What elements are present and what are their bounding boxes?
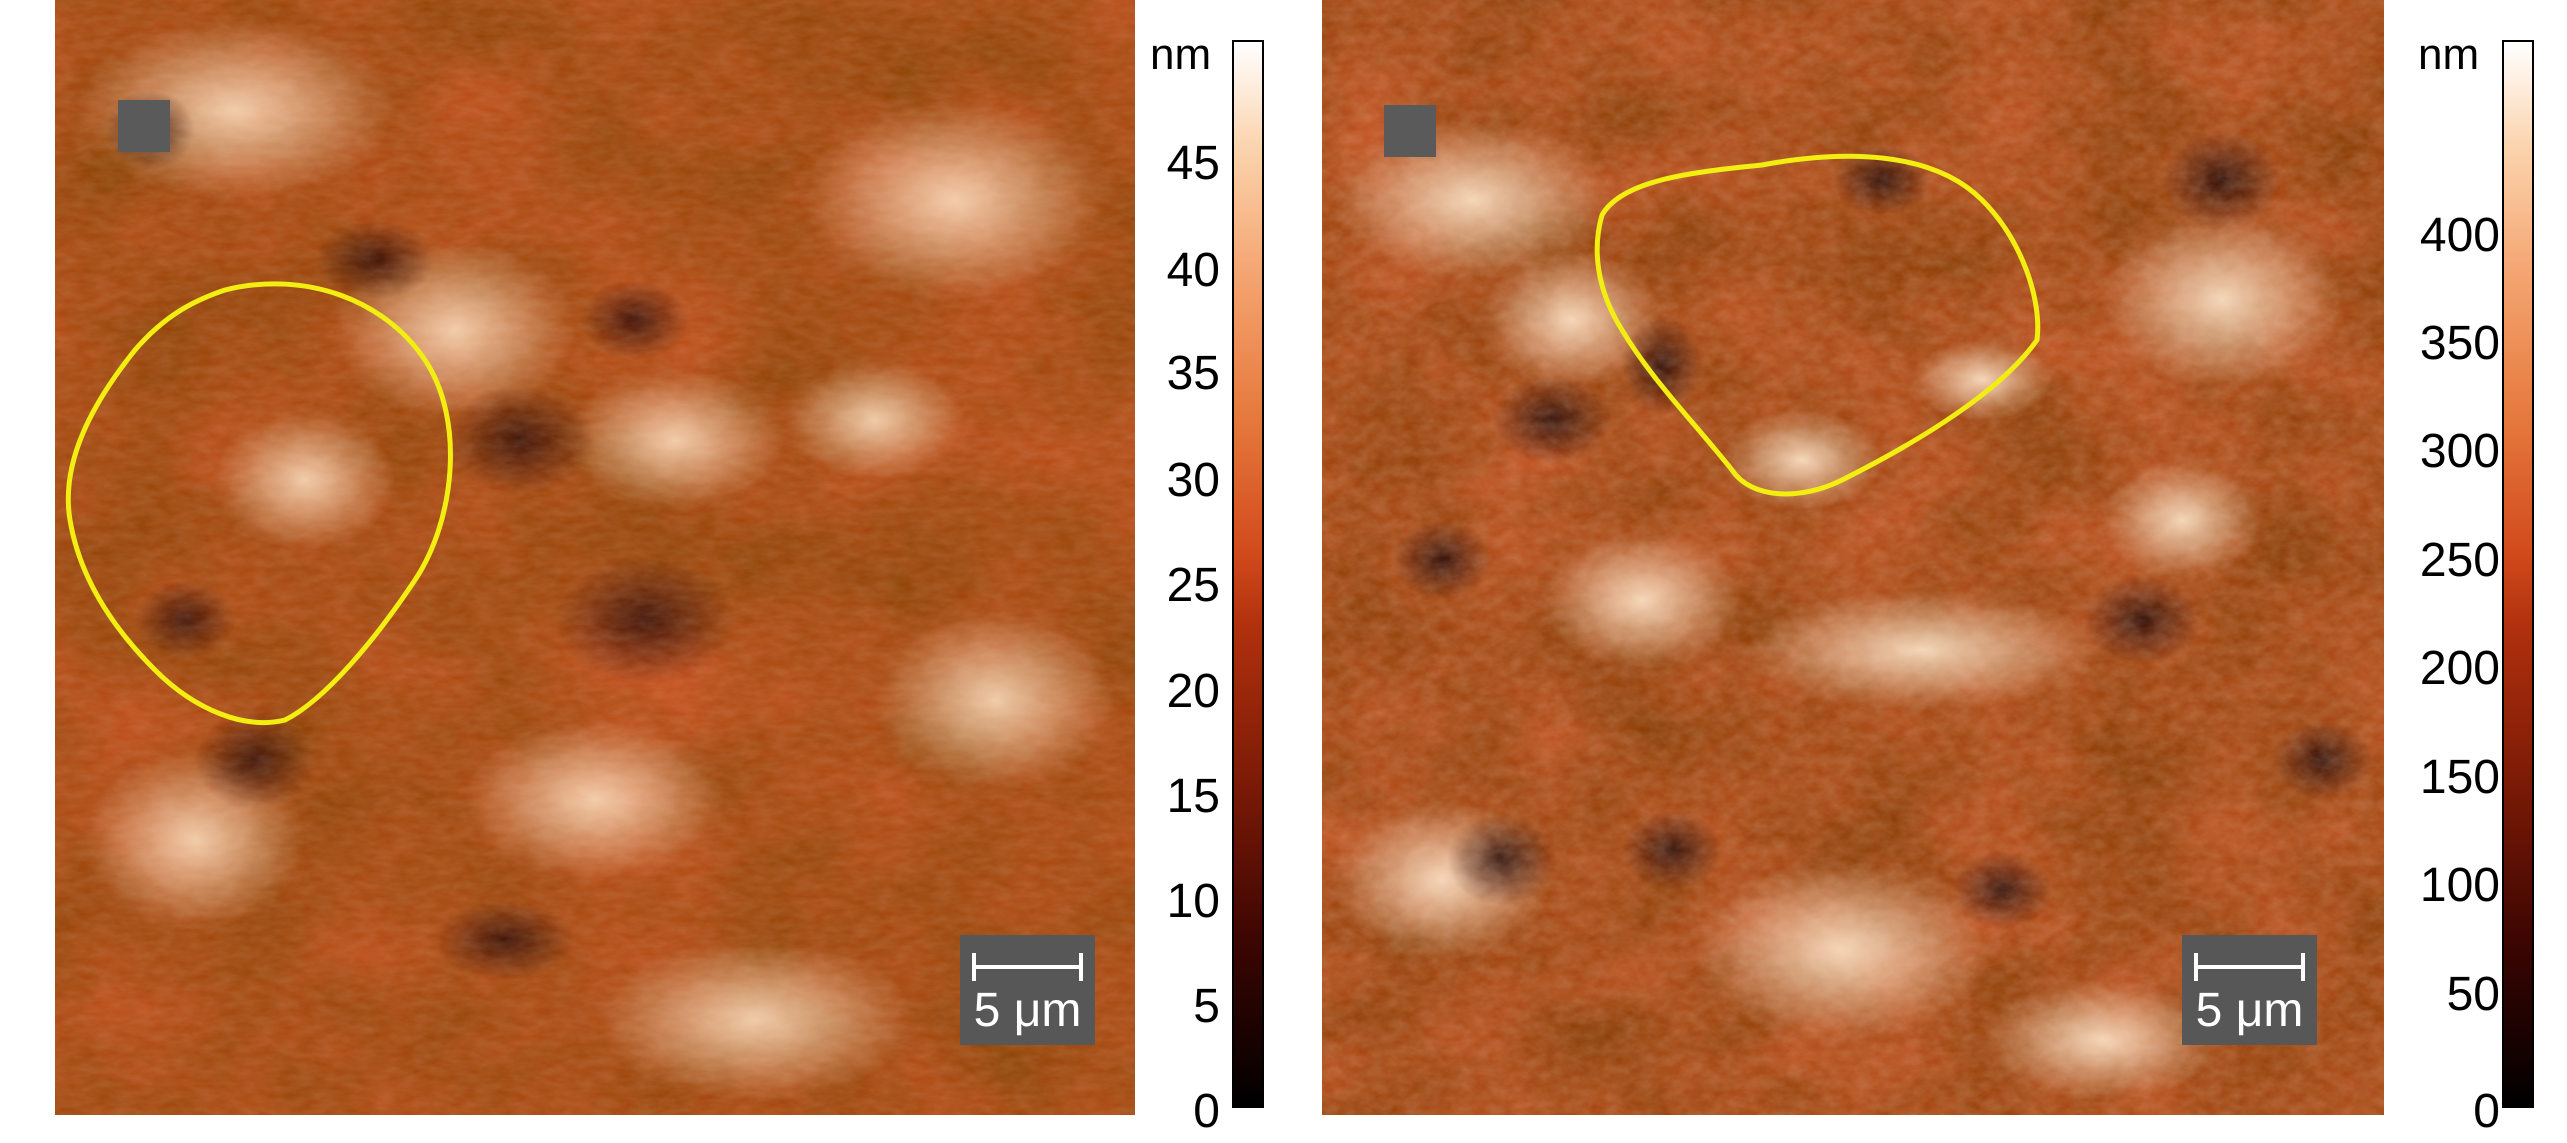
- colorbar-tick-label: 100: [2419, 859, 2500, 912]
- colorbar-tick-label: 5: [1193, 980, 1220, 1033]
- corner-marker-left: [118, 100, 170, 152]
- colorbar-tick-label: 45: [1166, 137, 1220, 190]
- colorbar-tick-label: 400: [2419, 209, 2500, 262]
- colorbar-tick-label: 300: [2419, 425, 2500, 478]
- colorbar-tick-label: 25: [1166, 559, 1220, 612]
- colorbar-gradient-right: [2502, 40, 2534, 1108]
- colorbar-right: nm 400 350 300 250 200 150 100 50 0: [2410, 0, 2560, 1143]
- colorbar-tick-label: 200: [2419, 642, 2500, 695]
- colorbar-tick-label: 150: [2419, 751, 2500, 804]
- colorbar-tick-label: 50: [2446, 968, 2500, 1021]
- colorbar-tick-label: 30: [1166, 454, 1220, 507]
- colorbar-tick-label: 0: [1193, 1085, 1220, 1138]
- scale-bar-right: 5 μm: [2182, 935, 2317, 1045]
- colorbar-unit-label: nm: [1150, 30, 1212, 79]
- colorbar-tick-label: 350: [2419, 317, 2500, 370]
- afm-height-image-right: 5 μm: [1322, 0, 2384, 1115]
- colorbar-tick-label: 15: [1166, 770, 1220, 823]
- colorbar-tick-label: 35: [1166, 347, 1220, 400]
- colorbar-left: nm 45 40 35 30 25 20 15 10 5 0: [1150, 0, 1280, 1143]
- afm-height-image-left: 5 μm: [55, 0, 1135, 1115]
- colorbar-tick-label: 250: [2419, 534, 2500, 587]
- corner-marker-right: [1384, 105, 1436, 157]
- colorbar-tick-label: 10: [1166, 875, 1220, 928]
- colorbar-tick-label: 40: [1166, 244, 1220, 297]
- colorbar-tick-label: 20: [1166, 665, 1220, 718]
- scale-bar-label: 5 μm: [973, 984, 1082, 1037]
- colorbar-unit-label: nm: [2418, 30, 2480, 79]
- scale-bar-left: 5 μm: [960, 935, 1095, 1045]
- scale-bar-label: 5 μm: [2195, 984, 2304, 1037]
- colorbar-gradient-left: [1232, 40, 1264, 1108]
- colorbar-tick-label: 0: [2473, 1085, 2500, 1138]
